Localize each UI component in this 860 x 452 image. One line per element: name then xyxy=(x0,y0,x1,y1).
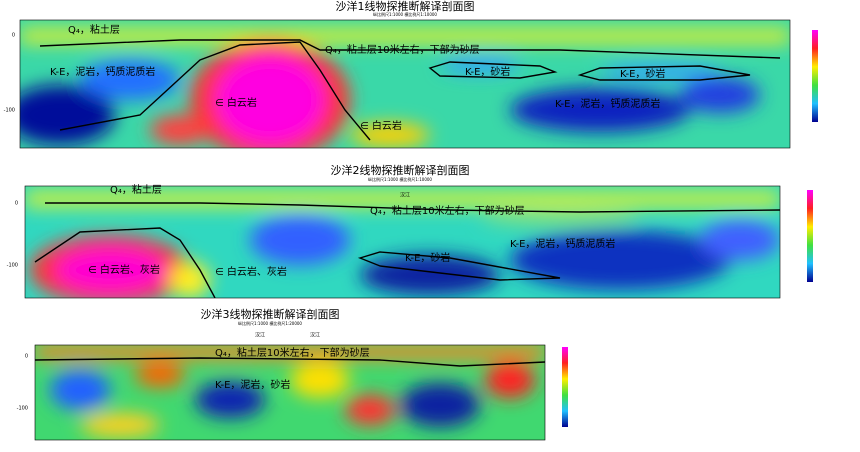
depth-label: -100 xyxy=(7,263,18,269)
depth-label: 0 xyxy=(15,201,18,207)
depth-label: 0 xyxy=(12,33,15,39)
layer-label: Q₄，粘土层10米左右，下部为砂层 xyxy=(215,346,370,359)
layer-label: Q₄，粘土层10米左右，下部为砂层 xyxy=(370,204,525,217)
color-bar xyxy=(807,190,813,282)
layer-label: K-E，砂岩 xyxy=(465,65,510,78)
depth-label: -100 xyxy=(4,108,15,114)
place-label: 汉江 xyxy=(310,332,320,339)
depth-label: -100 xyxy=(17,406,28,412)
layer-label: K-E，泥岩，砂岩 xyxy=(215,378,290,391)
layer-label: K-E，砂岩 xyxy=(620,67,665,80)
scale-text: 纵比例尺1:1000 横比例尺1:10000 xyxy=(368,176,432,182)
place-label: 汉江 xyxy=(400,192,410,199)
depth-label: 0 xyxy=(25,354,28,360)
layer-label: ∈ 白云岩、灰岩 xyxy=(88,263,160,276)
section-plot xyxy=(25,186,780,298)
section-title: 沙洋3线物探推断解译剖面图 xyxy=(201,307,340,321)
section-plot xyxy=(35,345,545,440)
layer-label: K-E，泥岩，钙质泥质岩 xyxy=(555,97,660,110)
place-label: 汉江 xyxy=(255,332,265,339)
layer-label: ∈ 白云岩 xyxy=(215,96,257,109)
layer-label: ∈ 白云岩、灰岩 xyxy=(215,265,287,278)
layer-label: K-E，泥岩，钙质泥质岩 xyxy=(510,237,615,250)
section-title: 沙洋2线物探推断解译剖面图 xyxy=(331,163,470,177)
section-title: 沙洋1线物探推断解译剖面图 xyxy=(336,0,475,13)
layer-label: K-E，泥岩，钙质泥质岩 xyxy=(50,65,155,78)
layer-label: K-E，砂岩 xyxy=(405,251,450,264)
layer-label: ∈ 白云岩 xyxy=(360,119,402,132)
scale-text: 纵比例尺1:1000 横比例尺1:10000 xyxy=(373,11,437,17)
color-bar xyxy=(562,347,568,427)
scale-text: 纵比例尺1:1000 横比例尺1:20000 xyxy=(238,320,302,326)
layer-label: Q₄，粘土层 xyxy=(68,23,120,36)
section-plot xyxy=(20,20,790,148)
layer-label: Q₄，粘土层 xyxy=(110,183,162,196)
layer-label: Q₄，粘土层10米左右，下部为砂层 xyxy=(325,43,480,56)
color-bar xyxy=(812,30,818,122)
